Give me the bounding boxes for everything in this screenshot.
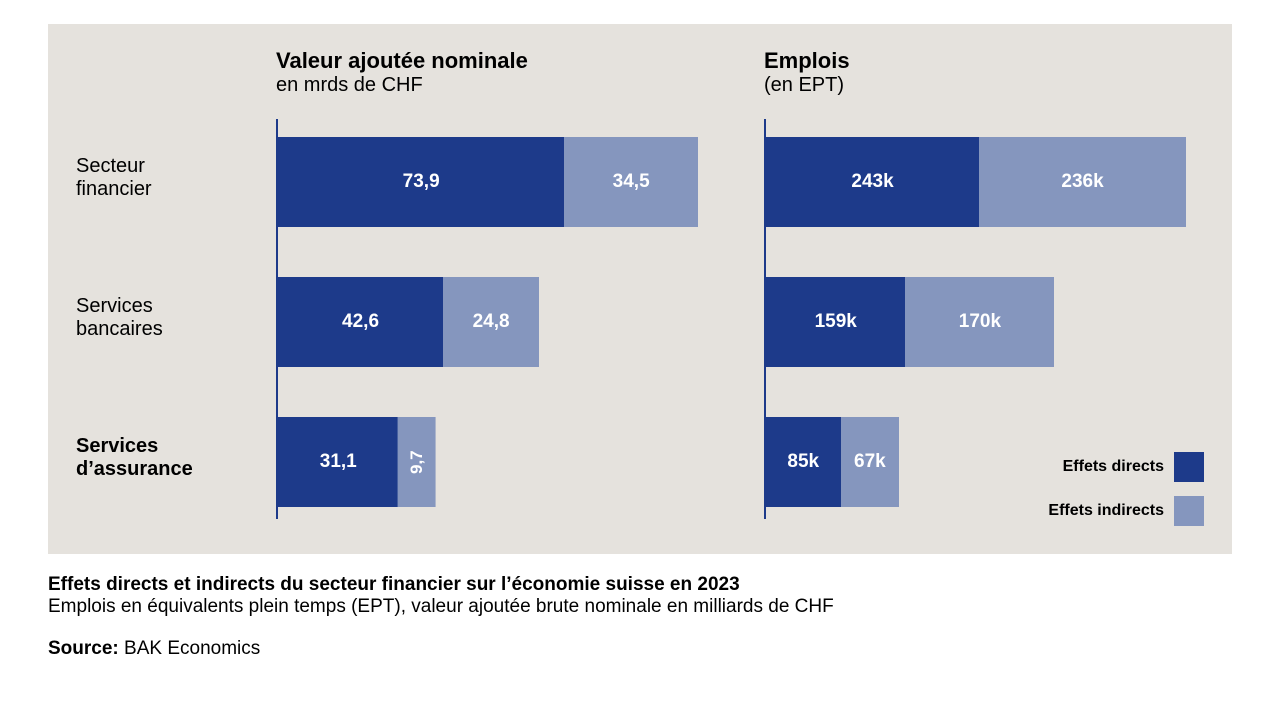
- bar-segment-indirect: 24,8: [443, 277, 539, 367]
- category-label-3: Services d’assurance: [76, 435, 266, 481]
- bar-segment-direct: 42,6: [278, 277, 443, 367]
- legend-item-indirect: Effets indirects: [1048, 496, 1204, 526]
- bar-segment-direct: 85k: [766, 417, 841, 507]
- column-title-2-sub: (en EPT): [764, 74, 844, 96]
- bar-row: 42,624,8: [278, 277, 539, 367]
- bar-row: 85k67k: [766, 417, 899, 507]
- category-labels: Secteur financier Services bancaires Ser…: [76, 119, 266, 519]
- legend-item-direct: Effets directs: [1048, 452, 1204, 482]
- chart-body: Secteur financier Services bancaires Ser…: [76, 119, 1204, 519]
- footer-value: BAK Economics: [124, 638, 260, 659]
- caption-bold: Effets directs et indirects du secteur f…: [48, 574, 740, 595]
- bar-row: 159k170k: [766, 277, 1054, 367]
- bar-row: 31,19,7: [278, 417, 436, 507]
- column-title-1-sub: en mrds de CHF: [276, 74, 423, 96]
- column-title-2-bold: Emplois: [764, 48, 850, 73]
- bar-row: 73,934,5: [278, 137, 698, 227]
- bar-row: 243k236k: [766, 137, 1186, 227]
- bar-segment-direct: 73,9: [278, 137, 564, 227]
- column-title-2: Emplois (en EPT): [764, 48, 1204, 97]
- legend-label-direct: Effets directs: [1063, 458, 1164, 476]
- bar-segment-indirect: 9,7: [398, 417, 436, 507]
- column-titles: Valeur ajoutée nominale en mrds de CHF E…: [276, 48, 1204, 97]
- bar-segment-direct: 159k: [766, 277, 905, 367]
- legend-label-indirect: Effets indirects: [1048, 502, 1164, 520]
- footer-label: Source:: [48, 638, 119, 659]
- category-label-1: Secteur financier: [76, 155, 266, 201]
- footer: Source: BAK Economics: [48, 638, 1232, 660]
- legend-swatch-indirect: [1174, 496, 1204, 526]
- bar-segment-indirect: 34,5: [564, 137, 698, 227]
- bar-segment-indirect: 67k: [841, 417, 900, 507]
- legend: Effets directs Effets indirects: [1048, 438, 1204, 526]
- caption: Effets directs et indirects du secteur f…: [48, 574, 1232, 618]
- chart-block: Valeur ajoutée nominale en mrds de CHF E…: [48, 24, 1232, 554]
- bar-segment-indirect: 170k: [905, 277, 1054, 367]
- bar-segment-indirect: 236k: [979, 137, 1186, 227]
- bar-segment-direct: 243k: [766, 137, 979, 227]
- column-title-1: Valeur ajoutée nominale en mrds de CHF: [276, 48, 716, 97]
- category-label-2: Services bancaires: [76, 295, 266, 341]
- legend-swatch-direct: [1174, 452, 1204, 482]
- column-title-1-bold: Valeur ajoutée nominale: [276, 48, 528, 73]
- page: Valeur ajoutée nominale en mrds de CHF E…: [0, 0, 1280, 720]
- bar-segment-direct: 31,1: [278, 417, 398, 507]
- panel-value-added: 73,934,542,624,831,19,7: [276, 119, 716, 519]
- caption-plain: Emplois en équivalents plein temps (EPT)…: [48, 596, 834, 617]
